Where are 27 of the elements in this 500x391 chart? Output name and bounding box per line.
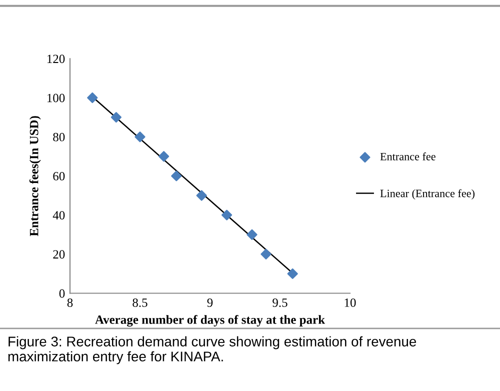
- point: [158, 151, 170, 162]
- legend-label: Entrance fee: [380, 152, 436, 160]
- point: [110, 112, 122, 123]
- point: [134, 132, 146, 142]
- point: [196, 190, 207, 201]
- point: [171, 170, 182, 182]
- y-tick-label: 40: [52, 211, 65, 220]
- x-tick-label: 8.5: [132, 298, 148, 307]
- x-tick-label: 9: [207, 298, 213, 307]
- point: [260, 248, 272, 260]
- x-axis-title: Average number of days of stay at the park: [95, 315, 326, 327]
- x-tick-label: 8: [67, 298, 73, 307]
- point: [87, 92, 98, 104]
- point: [222, 210, 232, 220]
- point: [246, 229, 258, 240]
- y-tick-label: 120: [47, 54, 65, 64]
- y-tick-label: 20: [53, 250, 65, 259]
- x-tick-label: 10: [344, 298, 356, 307]
- y-tick-label: 0: [59, 289, 65, 298]
- y-tick-label: 80: [53, 132, 65, 142]
- point: [287, 268, 298, 279]
- legend-label: Linear (Entrance fee): [380, 189, 475, 200]
- x-tick-label: 9.5: [272, 298, 288, 307]
- y-tick-label: 60: [53, 172, 65, 180]
- y-axis-title: Entrance fees(In USD): [29, 116, 41, 236]
- caption: Figure 3: Recreation demand curve showing estimation of revenue maximization entry fee for KINAPA.: [8, 336, 416, 364]
- y-tick-label: 100: [47, 94, 65, 102]
